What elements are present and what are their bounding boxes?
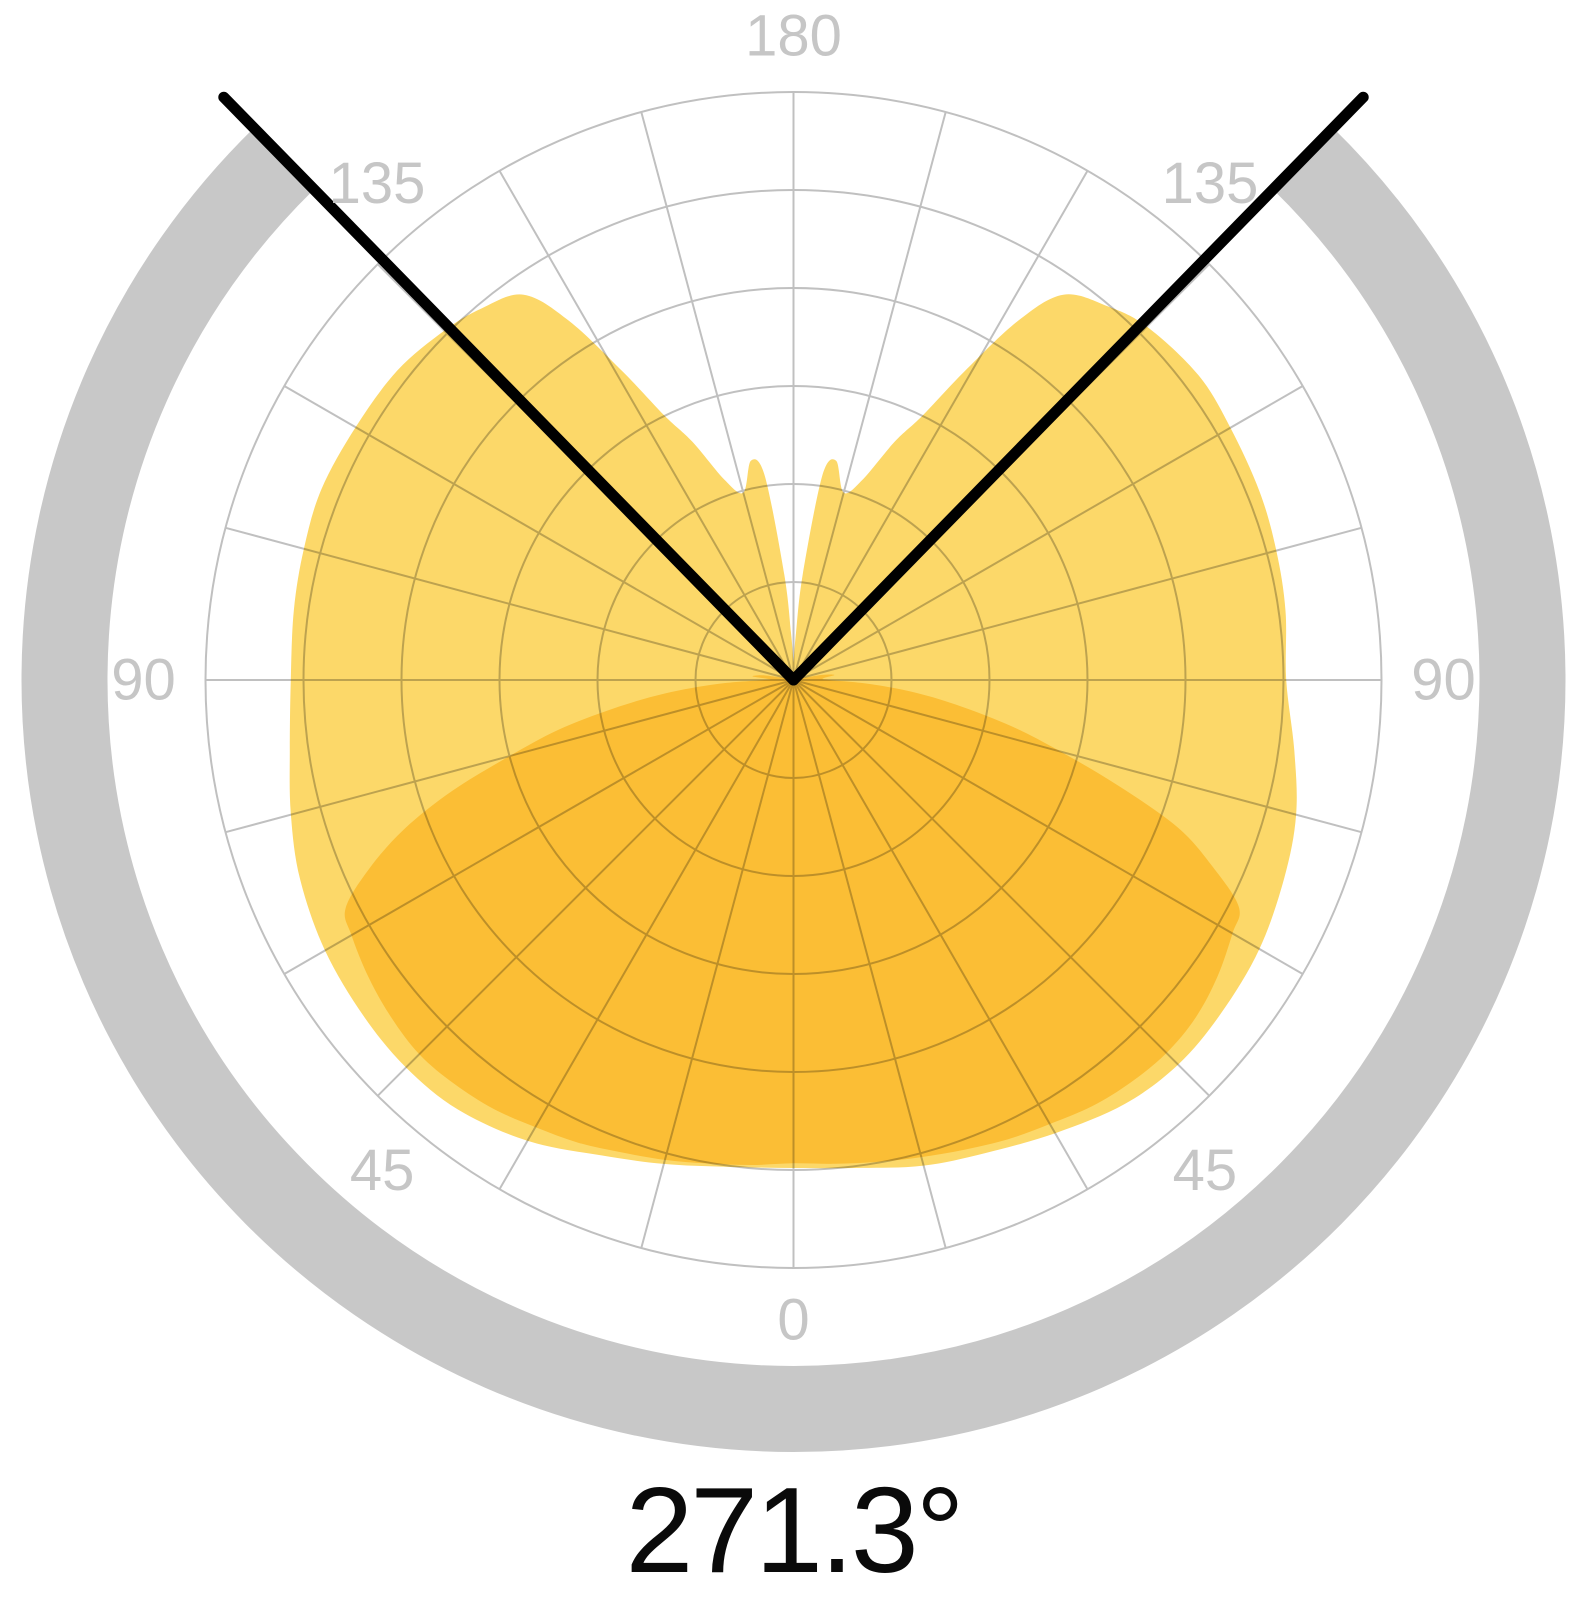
beam-angle-value: 271.3° — [625, 1462, 961, 1598]
beam-edge-line-right — [788, 91, 1369, 686]
grid-spoke — [792, 111, 947, 681]
angle-tick-label: 45 — [350, 1138, 415, 1203]
grid-spoke — [640, 111, 795, 681]
grid-spoke — [792, 679, 1089, 1190]
beam-angle-arc — [21, 128, 1566, 1452]
beam-edge-line-left — [218, 91, 799, 686]
grid-spoke — [498, 170, 795, 681]
angle-tick-label: 90 — [111, 648, 176, 713]
grid-spoke — [793, 679, 1362, 834]
grid-spoke — [283, 385, 795, 681]
angle-tick-label: 135 — [1162, 151, 1259, 216]
beam-edge-lines — [218, 91, 1369, 686]
angle-tick-label: 135 — [329, 151, 426, 216]
grid-spoke — [792, 679, 1211, 1097]
angle-tick-labels: 0 45 90 135 180 135 90 45 — [111, 4, 1476, 1353]
grid-spoke — [498, 679, 795, 1190]
angle-tick-label: 180 — [745, 4, 842, 69]
polar-grid — [204, 91, 1383, 1269]
angle-tick-label: 45 — [1173, 1138, 1238, 1203]
angle-tick-label: 0 — [777, 1288, 809, 1353]
grid-spoke — [376, 679, 795, 1097]
grid-spoke — [793, 526, 1362, 681]
grid-spoke — [792, 679, 947, 1249]
grid-spoke — [792, 679, 1304, 975]
grid-spoke — [792, 170, 1089, 681]
grid-spoke — [225, 679, 794, 834]
grid-spoke — [640, 679, 795, 1249]
grid-spoke — [283, 679, 795, 975]
series-lower-distribution — [344, 674, 1240, 1165]
angle-tick-label: 90 — [1411, 648, 1476, 713]
grid-spoke — [225, 526, 794, 681]
grid-spoke — [792, 385, 1304, 681]
